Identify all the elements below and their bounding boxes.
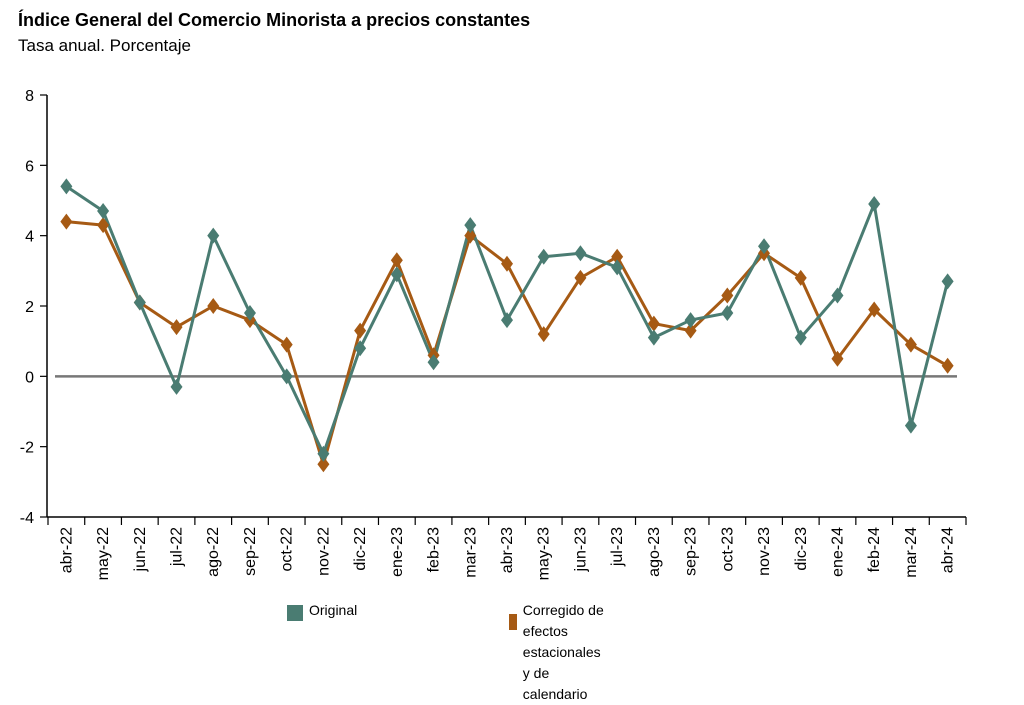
- x-tick-label: abr-23: [499, 527, 516, 573]
- data-point-corrected: [647, 315, 660, 332]
- y-tick-label: 8: [25, 88, 34, 105]
- data-point-original: [133, 294, 146, 311]
- data-point-corrected: [574, 269, 587, 286]
- x-tick-label: nov-23: [756, 527, 773, 576]
- x-tick-label: jun-23: [572, 527, 589, 573]
- x-tick-label: jul-23: [609, 527, 626, 567]
- data-point-original: [501, 312, 513, 329]
- data-point-original: [831, 287, 844, 304]
- data-point-original: [611, 259, 624, 276]
- data-point-corrected: [721, 287, 734, 304]
- x-tick-label: ene-23: [389, 527, 406, 577]
- data-point-original: [941, 273, 954, 290]
- x-tick-label: ago-22: [205, 527, 222, 577]
- x-tick-label: ago-23: [646, 527, 663, 577]
- x-tick-label: may-23: [536, 527, 553, 580]
- y-tick-label: 0: [25, 369, 34, 386]
- x-tick-label: feb-24: [866, 527, 883, 572]
- x-tick-label: mar-23: [462, 527, 479, 578]
- data-point-original: [97, 203, 110, 220]
- x-tick-label: oct-22: [279, 527, 296, 572]
- x-tick-label: sep-23: [683, 527, 700, 576]
- data-point-original: [427, 354, 440, 371]
- data-point-original: [317, 445, 330, 462]
- line-chart: -4 -2 0 2 4 6 8 abr-22 may-22 jun-22 jul-22 ago-22 s…: [20, 88, 967, 580]
- legend-label-corrected-line2: estacionales y de calendario: [522, 644, 601, 702]
- data-point-corrected: [280, 336, 293, 353]
- legend-label-corrected: Corregido de efectos estacionales y de c…: [523, 600, 609, 705]
- x-tick-label: feb-23: [426, 527, 443, 572]
- data-point-original: [464, 217, 477, 234]
- data-point-original: [354, 340, 367, 357]
- data-point-corrected: [464, 227, 477, 244]
- legend-label-original: Original: [309, 602, 358, 618]
- data-point-corrected: [317, 456, 330, 473]
- x-tick-label: abr-22: [58, 527, 75, 573]
- data-point-corrected: [794, 269, 807, 286]
- x-tick-label: mar-24: [903, 527, 920, 578]
- legend-swatch-original: [287, 605, 303, 621]
- data-point-original: [537, 248, 550, 265]
- y-tick-label: 2: [25, 299, 34, 316]
- y-tick-label: 4: [25, 229, 34, 246]
- data-point-original: [243, 305, 256, 322]
- x-tick-label: jul-22: [169, 527, 186, 567]
- x-tick-label: ene-24: [829, 527, 846, 577]
- data-point-corrected: [611, 248, 624, 265]
- data-point-corrected: [170, 319, 183, 336]
- y-tick-label: -4: [20, 510, 34, 527]
- data-point-corrected: [60, 213, 73, 230]
- data-point-corrected: [97, 217, 110, 234]
- chart-title: Índice General del Comercio Minorista a …: [18, 10, 531, 30]
- data-point-original: [207, 227, 220, 244]
- data-point-original: [794, 329, 807, 346]
- x-tick-label: nov-22: [315, 527, 332, 576]
- data-point-original: [684, 312, 697, 329]
- x-tick-label: oct-23: [719, 527, 736, 572]
- data-point-corrected: [904, 336, 917, 353]
- legend-item-original: Original: [287, 600, 357, 621]
- data-point-corrected: [207, 298, 220, 314]
- data-point-corrected: [868, 301, 881, 318]
- legend-item-corrected: Corregido de efectos estacionales y de c…: [509, 600, 609, 705]
- legend-label-corrected-line1: Corregido de efectos: [522, 602, 604, 639]
- data-point-corrected: [941, 357, 954, 374]
- y-tick-label: -2: [20, 440, 34, 457]
- x-tick-label: abr-24: [940, 527, 957, 573]
- data-point-original: [60, 178, 73, 195]
- data-point-corrected: [537, 326, 550, 343]
- data-point-corrected: [831, 350, 844, 367]
- data-point-corrected: [501, 255, 513, 272]
- data-point-original: [280, 368, 293, 385]
- data-point-original: [868, 196, 881, 213]
- x-tick-label: sep-22: [242, 527, 259, 576]
- x-tick-label: dic-22: [352, 527, 369, 571]
- data-point-original: [758, 238, 771, 255]
- legend-swatch-corrected: [509, 614, 517, 630]
- data-point-original: [721, 305, 734, 322]
- data-point-original: [390, 266, 403, 283]
- data-point-corrected: [354, 322, 367, 339]
- x-tick-label: jun-22: [132, 527, 149, 573]
- x-tick-label: dic-23: [793, 527, 810, 571]
- data-point-corrected: [390, 252, 403, 269]
- data-point-original: [574, 245, 587, 262]
- y-tick-label: 6: [25, 158, 34, 175]
- data-point-original: [170, 378, 183, 395]
- x-tick-label: may-22: [95, 527, 112, 580]
- data-point-corrected: [684, 322, 697, 339]
- data-point-original: [904, 417, 917, 434]
- data-point-original: [647, 329, 660, 346]
- chart-subtitle: Tasa anual. Porcentaje: [18, 36, 191, 55]
